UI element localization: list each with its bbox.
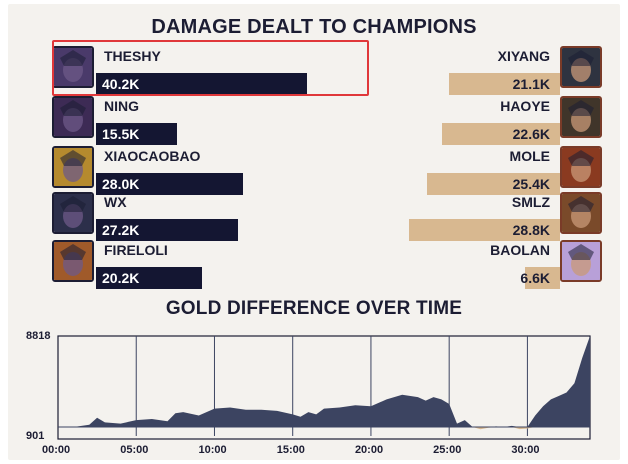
champion-portrait-icon bbox=[52, 96, 94, 138]
damage-value: 6.6K bbox=[520, 270, 550, 286]
damage-value: 40.2K bbox=[102, 76, 140, 92]
x-tick-label: 30:00 bbox=[511, 444, 540, 456]
damage-value: 15.5K bbox=[102, 126, 140, 142]
player-name: XIAOCAOBAO bbox=[104, 148, 201, 164]
gold-title: GOLD DIFFERENCE OVER TIME bbox=[165, 298, 463, 319]
damage-value: 28.8K bbox=[512, 222, 550, 238]
champion-portrait-icon bbox=[560, 46, 602, 88]
player-name: THESHY bbox=[104, 48, 161, 64]
player-name: WX bbox=[104, 194, 127, 210]
damage-value: 20.2K bbox=[102, 270, 140, 286]
left-player-row: WX 27.2K bbox=[52, 192, 332, 241]
right-player-row: XIYANG 21.1K bbox=[274, 46, 604, 95]
x-tick-label: 05:00 bbox=[120, 444, 149, 456]
champion-portrait-icon bbox=[52, 240, 94, 282]
player-name: SMLZ bbox=[511, 194, 550, 210]
damage-bar bbox=[409, 219, 560, 241]
player-name: BAOLAN bbox=[490, 242, 550, 258]
y-tick-top: 8818 bbox=[26, 330, 51, 342]
player-name: FIRELOLI bbox=[104, 242, 168, 258]
x-tick-label: 20:00 bbox=[354, 444, 384, 456]
x-tick-label: 00:00 bbox=[42, 444, 71, 456]
left-player-row: FIRELOLI 20.2K bbox=[52, 240, 332, 289]
damage-bar bbox=[442, 123, 560, 145]
player-name: NING bbox=[104, 98, 139, 114]
champion-portrait-icon bbox=[560, 96, 602, 138]
player-name: HAOYE bbox=[500, 98, 550, 114]
left-player-row: THESHY 40.2K bbox=[52, 46, 332, 95]
champion-portrait-icon bbox=[52, 46, 94, 88]
damage-bar bbox=[449, 73, 560, 95]
damage-title: DAMAGE DEALT TO CHAMPIONS bbox=[151, 16, 477, 38]
damage-value: 21.1K bbox=[512, 76, 550, 92]
champion-portrait-icon bbox=[52, 146, 94, 188]
right-player-row: HAOYE 22.6K bbox=[274, 96, 604, 145]
left-player-row: XIAOCAOBAO 28.0K bbox=[52, 146, 332, 195]
right-player-row: BAOLAN 6.6K bbox=[274, 240, 604, 289]
champion-portrait-icon bbox=[560, 146, 602, 188]
champion-portrait-icon bbox=[52, 192, 94, 234]
damage-value: 22.6K bbox=[512, 126, 550, 142]
highlight-box bbox=[52, 40, 369, 96]
player-name: XIYANG bbox=[497, 48, 550, 64]
damage-value: 27.2K bbox=[102, 222, 140, 238]
right-player-row: MOLE 25.4K bbox=[274, 146, 604, 195]
damage-bar bbox=[96, 219, 238, 241]
y-tick-bottom: 901 bbox=[26, 430, 45, 442]
damage-value: 25.4K bbox=[512, 176, 550, 192]
damage-value: 28.0K bbox=[102, 176, 140, 192]
damage-bar bbox=[96, 173, 243, 195]
gold-area-positive bbox=[58, 336, 590, 427]
champion-portrait-icon bbox=[560, 240, 602, 282]
damage-bar bbox=[427, 173, 560, 195]
x-tick-label: 10:00 bbox=[198, 444, 227, 456]
gold-area-negative bbox=[58, 427, 590, 430]
damage-bar bbox=[96, 267, 202, 289]
x-tick-label: 15:00 bbox=[276, 444, 305, 456]
right-player-row: SMLZ 28.8K bbox=[274, 192, 604, 241]
damage-bar bbox=[96, 123, 177, 145]
player-name: MOLE bbox=[509, 148, 550, 164]
x-tick-label: 25:00 bbox=[433, 444, 462, 456]
damage-bar bbox=[525, 267, 560, 289]
champion-portrait-icon bbox=[560, 192, 602, 234]
left-player-row: NING 15.5K bbox=[52, 96, 332, 145]
damage-bar bbox=[96, 73, 307, 95]
